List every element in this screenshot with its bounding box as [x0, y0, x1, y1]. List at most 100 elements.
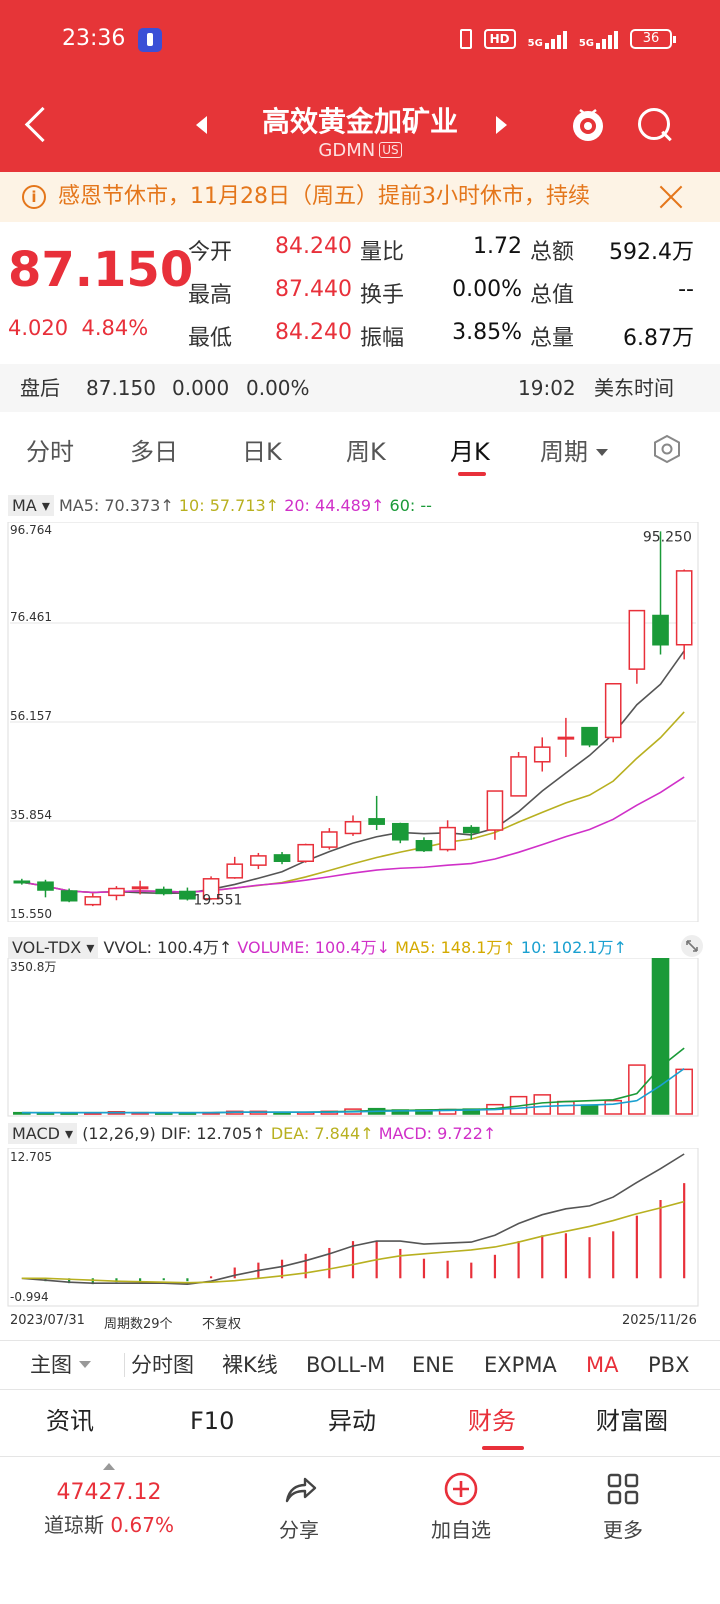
candlestick-chart[interactable]: 96.764 76.461 56.157 35.854 15.550 95.250 19.5… — [0, 522, 720, 922]
period-dropdown-label: 周期 — [540, 438, 588, 466]
indicator-pbx[interactable]: PBX — [648, 1353, 690, 1377]
indicator-bar: 主图 分时图 裸K线 BOLL-M ENE EXPMA MA PBX — [0, 1340, 720, 1390]
tab-f10[interactable]: F10 — [190, 1407, 235, 1435]
candle-body — [557, 736, 575, 740]
macd-chart-frame — [7, 1148, 699, 1307]
tab-multi-day[interactable]: 多日 — [130, 438, 178, 466]
candle-body — [131, 886, 149, 890]
candle-body — [628, 609, 646, 670]
ma60-value: 60: -- — [389, 496, 432, 515]
candle-body — [321, 831, 338, 848]
search-icon[interactable] — [638, 108, 674, 144]
price-axis-label: 96.764 — [10, 523, 52, 537]
previous-stock-button[interactable] — [196, 116, 207, 134]
volume-ma5-line — [21, 1047, 685, 1114]
volume-bar — [675, 1068, 693, 1115]
volume-max-label: 350.8万 — [10, 960, 57, 974]
candle-body — [652, 614, 669, 646]
macd-bottom-label: -0.994 — [10, 1290, 49, 1304]
stock-name: 高效黄金加矿业 — [261, 105, 458, 138]
bottom-action-bar: 47427.12 道琼斯 0.67% 分享 加自选 更多 — [0, 1456, 720, 1604]
close-icon[interactable] — [658, 184, 684, 210]
candle-body — [202, 878, 220, 900]
after-hours-time: 19:02 — [518, 376, 576, 400]
signal-icon-2: 5G — [579, 29, 618, 49]
tab-daily-k[interactable]: 日K — [242, 438, 282, 466]
index-name: 道琼斯 — [44, 1513, 105, 1537]
ma10-value: 10: 57.713↑ — [178, 496, 280, 515]
ma20-value: 20: 44.489↑ — [284, 496, 385, 515]
quote-label-4: 换手 — [360, 283, 405, 308]
quote-value-7: 3.85% — [452, 320, 522, 345]
add-watchlist-button[interactable]: 加自选 — [386, 1457, 536, 1543]
ma-legend: MA ▾ MA5: 70.373↑ 10: 57.713↑ 20: 44.489… — [8, 495, 432, 516]
indicator-ene[interactable]: ENE — [412, 1353, 455, 1377]
share-button[interactable]: 分享 — [224, 1457, 374, 1543]
candle-body — [13, 880, 31, 884]
candle-body — [462, 826, 480, 834]
tab-news[interactable]: 资讯 — [46, 1407, 94, 1435]
more-label: 更多 — [603, 1518, 643, 1542]
assistant-robot-icon[interactable] — [568, 104, 608, 144]
macd-chart[interactable] — [0, 1148, 720, 1308]
expand-icon[interactable] — [680, 934, 704, 958]
candle-body — [226, 863, 244, 879]
more-button[interactable]: 更多 — [548, 1457, 698, 1543]
settings-hexagon-icon[interactable] — [652, 434, 682, 464]
info-icon: i — [22, 185, 46, 209]
tab-monthly-k[interactable]: 月K — [450, 438, 490, 466]
indicator-intraday[interactable]: 分时图 — [132, 1353, 194, 1377]
grid-icon — [607, 1473, 639, 1505]
volume-indicator-select[interactable]: VOL-TDX ▾ — [8, 937, 99, 958]
volume-indicator-name: VOL-TDX — [12, 938, 82, 957]
candle-body — [297, 843, 315, 862]
main-chart-dropdown[interactable]: 主图 — [30, 1341, 91, 1389]
period-count: 周期数29个 — [104, 1317, 173, 1332]
candle-body — [155, 888, 173, 895]
holiday-notice-bar[interactable]: i 感恩节休市，11月28日（周五）提前3小时休市，持续 — [0, 172, 720, 222]
tab-wealth-circle[interactable]: 财富圈 — [596, 1407, 668, 1435]
candle-body — [391, 822, 409, 841]
vol-ma10-value: 10: 102.1万↑ — [520, 938, 627, 957]
macd-indicator-name: MACD — [12, 1124, 60, 1143]
indicator-ma[interactable]: MA — [586, 1353, 619, 1377]
indicator-expma[interactable]: EXPMA — [484, 1353, 557, 1377]
tab-weekly-k[interactable]: 周K — [346, 438, 386, 466]
volume-bar — [628, 1064, 646, 1115]
index-ticker[interactable]: 47427.12 道琼斯 0.67% — [34, 1457, 184, 1538]
battery-icon: 36 — [630, 29, 676, 49]
dif-line — [21, 1153, 685, 1285]
after-hours-change: 0.000 — [172, 376, 230, 400]
volume-value: VOLUME: 100.4万↓ — [237, 938, 391, 957]
quote-value-5: -- — [678, 277, 694, 302]
volume-bar — [580, 1104, 599, 1115]
next-stock-button[interactable] — [496, 116, 507, 134]
tab-intraday[interactable]: 分时 — [26, 438, 74, 466]
candle-body — [179, 890, 196, 900]
tab-financials[interactable]: 财务 — [468, 1407, 516, 1435]
vvol-value: VVOL: 100.4万↑ — [103, 938, 233, 957]
quote-label-0: 今开 — [188, 240, 233, 265]
quote-value-6: 84.240 — [275, 320, 352, 345]
quote-label-8: 总量 — [530, 326, 575, 351]
volume-ma10-line — [21, 1067, 685, 1114]
volume-chart[interactable] — [0, 958, 720, 1118]
candle-body — [84, 896, 102, 906]
kline-chart-area[interactable]: MA ▾ MA5: 70.373↑ 10: 57.713↑ 20: 44.489… — [0, 484, 720, 1340]
quote-value-4: 0.00% — [452, 277, 522, 302]
indicator-bare-k[interactable]: 裸K线 — [222, 1353, 278, 1377]
tab-movements[interactable]: 异动 — [328, 1407, 376, 1435]
caret-up-icon — [103, 1463, 115, 1470]
ma-indicator-name: MA — [12, 496, 37, 515]
status-time: 23:36 — [62, 26, 126, 51]
indicator-boll-m[interactable]: BOLL-M — [306, 1353, 386, 1377]
macd-indicator-select[interactable]: MACD ▾ — [8, 1123, 78, 1144]
tab-period-dropdown[interactable]: 周期 — [540, 432, 608, 467]
quote-label-1: 量比 — [360, 240, 405, 265]
active-tab-underline — [458, 472, 486, 476]
back-button[interactable] — [22, 104, 52, 144]
caret-down-icon — [78, 1361, 91, 1368]
quote-label-6: 最低 — [188, 326, 233, 351]
ma-indicator-select[interactable]: MA ▾ — [8, 495, 54, 516]
